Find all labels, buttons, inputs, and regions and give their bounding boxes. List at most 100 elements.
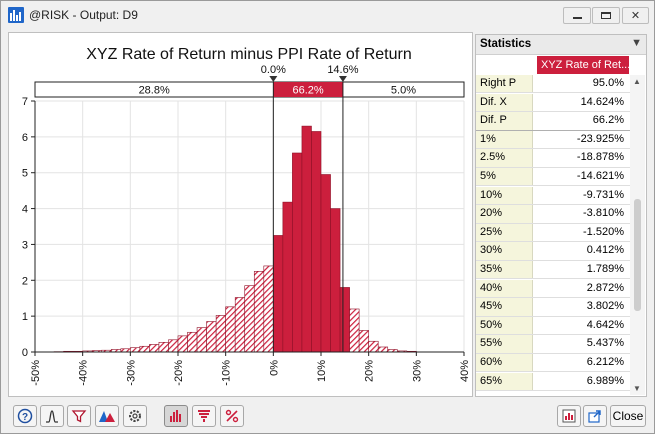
histogram-bar bbox=[149, 344, 160, 353]
delimiter-lines[interactable]: 0.0% 14.6% bbox=[261, 64, 359, 352]
minimize-icon bbox=[572, 16, 582, 19]
y-tick-label: 3 bbox=[22, 239, 28, 251]
window-title: @RISK - Output: D9 bbox=[29, 8, 138, 22]
stat-label: 65% bbox=[476, 372, 533, 390]
x-tick-label: -10% bbox=[221, 360, 233, 386]
chart-title: XYZ Rate of Return minus PPI Rate of Ret… bbox=[86, 46, 411, 63]
stat-row[interactable]: 60% 6.212% bbox=[476, 354, 630, 373]
close-icon: ✕ bbox=[630, 10, 641, 22]
stat-label: 2.5% bbox=[476, 149, 533, 167]
chevron-down-icon[interactable]: ▼ bbox=[631, 37, 642, 49]
delimiter-value-label: 0.0% bbox=[261, 64, 286, 76]
filter-button[interactable] bbox=[67, 405, 91, 427]
help-button[interactable]: ? bbox=[13, 405, 37, 427]
stat-row[interactable]: 40% 2.872% bbox=[476, 279, 630, 298]
histogram-bar bbox=[177, 335, 188, 353]
stat-row[interactable]: 25% -1.520% bbox=[476, 223, 630, 243]
y-tick-label: 0 bbox=[22, 347, 28, 359]
close-window-button[interactable]: ✕ bbox=[622, 7, 649, 24]
stat-label: Dif. X bbox=[476, 93, 533, 111]
scroll-down-icon[interactable]: ▼ bbox=[633, 384, 641, 393]
stat-row[interactable]: 20% -3.810% bbox=[476, 205, 630, 224]
stat-row[interactable]: Dif. X 14.624% bbox=[476, 93, 630, 112]
histogram-view-button[interactable] bbox=[164, 405, 188, 427]
stat-row[interactable]: Dif. P 66.2% bbox=[476, 112, 630, 131]
close-button[interactable]: Close bbox=[610, 405, 646, 427]
scroll-up-icon[interactable]: ▲ bbox=[633, 77, 641, 86]
stat-row[interactable]: 65% 6.989% bbox=[476, 372, 630, 391]
stat-value: 0.412% bbox=[586, 244, 624, 257]
stat-row[interactable]: 10% -9.731% bbox=[476, 186, 630, 205]
x-tick-label: -50% bbox=[30, 360, 42, 386]
svg-text:?: ? bbox=[22, 412, 28, 423]
histogram-bar bbox=[320, 174, 331, 353]
histogram-bar bbox=[273, 235, 284, 353]
export-button[interactable] bbox=[583, 405, 607, 427]
stat-label: 60% bbox=[476, 354, 533, 372]
column-header-blank bbox=[476, 56, 536, 74]
distribution-button[interactable] bbox=[40, 405, 64, 427]
stat-value: 4.642% bbox=[586, 318, 624, 331]
report-button[interactable] bbox=[557, 405, 581, 427]
delimiter-middle-region bbox=[273, 82, 343, 97]
stat-label: 20% bbox=[476, 205, 533, 223]
x-tick-label: -30% bbox=[125, 360, 137, 386]
scroll-thumb[interactable] bbox=[634, 199, 641, 311]
statistics-scrollbar[interactable]: ▲ ▼ bbox=[630, 75, 645, 395]
histogram-bar bbox=[282, 201, 293, 353]
x-tick-label: 30% bbox=[411, 360, 423, 382]
stat-label: 50% bbox=[476, 316, 533, 335]
axes: 0 1 2 3 4 5 6 7 -50% -40% -30% -20% -10% 0% 10% 20% 30% 4… bbox=[22, 96, 471, 386]
gear-icon bbox=[129, 410, 141, 422]
minimize-button[interactable] bbox=[563, 7, 591, 24]
stat-row[interactable]: 5% -14.621% bbox=[476, 168, 630, 187]
stat-row[interactable]: 35% 1.789% bbox=[476, 261, 630, 280]
percent-view-button[interactable] bbox=[220, 405, 244, 427]
delimiter-marker-icon bbox=[269, 76, 278, 82]
stat-row[interactable]: 45% 3.802% bbox=[476, 298, 630, 317]
y-tick-label: 5 bbox=[22, 168, 28, 180]
x-tick-label: 10% bbox=[316, 360, 328, 382]
histogram-bar bbox=[349, 308, 360, 353]
stat-value: 66.2% bbox=[592, 114, 624, 127]
stat-value: 6.212% bbox=[586, 356, 624, 368]
stat-row[interactable]: 2.5% -18.878% bbox=[476, 149, 630, 168]
delimiter-bar[interactable]: 28.8% 66.2% 5.0% bbox=[34, 81, 465, 98]
stat-label: 1% bbox=[476, 130, 533, 149]
histogram-bar bbox=[196, 327, 207, 353]
histogram-bar bbox=[234, 297, 246, 353]
stat-row[interactable]: 55% 5.437% bbox=[476, 335, 630, 354]
histogram-bars bbox=[53, 125, 417, 353]
delimiter-bar-frame bbox=[34, 81, 465, 98]
stat-row[interactable]: 50% 4.642% bbox=[476, 316, 630, 336]
histogram-bar bbox=[215, 315, 226, 353]
settings-button[interactable] bbox=[123, 405, 147, 427]
histogram-bar bbox=[292, 152, 303, 353]
stat-row[interactable]: Right P 95.0% bbox=[476, 75, 630, 94]
delimiter-right-percent: 5.0% bbox=[391, 85, 416, 97]
stat-row[interactable]: 1% -23.925% bbox=[476, 130, 630, 150]
histogram-bar bbox=[330, 208, 341, 353]
histogram-bar bbox=[253, 271, 265, 353]
overlay-button[interactable] bbox=[95, 405, 119, 427]
histogram-bar bbox=[187, 331, 198, 353]
stat-value: 6.989% bbox=[586, 374, 624, 387]
stat-label: 35% bbox=[476, 261, 533, 279]
stat-row[interactable]: 30% 0.412% bbox=[476, 242, 630, 261]
help-icon: ? bbox=[17, 408, 33, 424]
stat-label: 55% bbox=[476, 335, 533, 353]
histogram-bar bbox=[368, 340, 379, 353]
maximize-button[interactable] bbox=[592, 7, 620, 24]
x-tick-label: -40% bbox=[78, 360, 90, 386]
stat-value: 2.872% bbox=[586, 281, 624, 294]
histogram-bar bbox=[130, 347, 141, 353]
column-header[interactable]: XYZ Rate of Ret... bbox=[537, 56, 629, 74]
cumulative-view-button[interactable] bbox=[192, 405, 216, 427]
histogram-bar bbox=[263, 265, 274, 353]
y-tick-label: 7 bbox=[22, 96, 28, 108]
report-icon bbox=[562, 409, 576, 423]
stat-value: 1.789% bbox=[586, 263, 624, 275]
stat-label: Right P bbox=[476, 75, 533, 93]
delimiter-middle-percent: 66.2% bbox=[293, 85, 324, 97]
histogram-chart[interactable]: XYZ Rate of Return minus PPI Rate of Ret… bbox=[8, 32, 473, 397]
